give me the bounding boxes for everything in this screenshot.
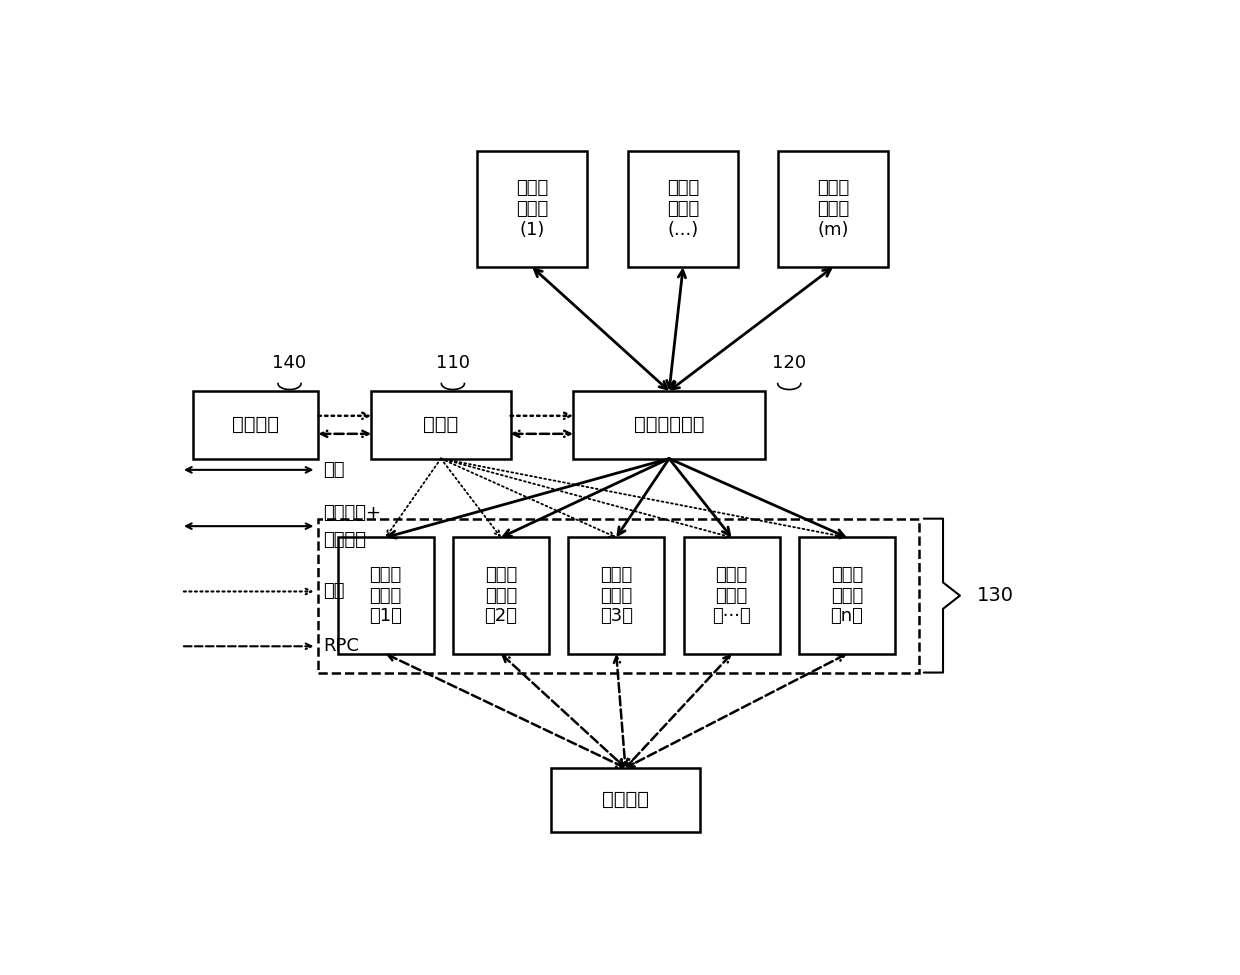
Text: 监控进程: 监控进程 [232,415,279,434]
Text: 140: 140 [273,354,306,372]
Text: 独立业
务进程
（n）: 独立业 务进程 （n） [831,566,863,625]
Text: 监控: 监控 [324,461,345,479]
Text: RPC: RPC [324,638,360,655]
Bar [337,537,434,654]
Bar [453,537,549,654]
Text: 共享资源: 共享资源 [601,791,649,809]
Text: 消息标识+: 消息标识+ [324,504,381,522]
Text: 业务分发进程: 业务分发进程 [634,415,704,434]
Bar [777,151,888,267]
Bar [551,768,699,832]
Bar [193,391,319,458]
Text: 独立业
务进程
（2）: 独立业 务进程 （2） [485,566,517,625]
Text: 上层调
用进程
(m): 上层调 用进程 (m) [817,179,849,239]
Text: 启动: 启动 [324,582,345,601]
Text: 主进程: 主进程 [423,415,459,434]
Bar [627,151,738,267]
Text: 独立业
务进程
（···）: 独立业 务进程 （···） [712,566,751,625]
Bar [683,537,780,654]
Text: 130: 130 [977,586,1013,605]
Bar [568,537,665,654]
Bar [799,537,895,654]
Text: 上层调
用进程
(1): 上层调 用进程 (1) [516,179,548,239]
Text: 120: 120 [773,354,806,372]
Text: 独立业
务进程
（3）: 独立业 务进程 （3） [600,566,632,625]
Text: 消息内容: 消息内容 [324,530,366,549]
Bar [371,391,511,458]
Text: 独立业
务进程
（1）: 独立业 务进程 （1） [370,566,402,625]
Bar [573,391,765,458]
Text: 上层调
用进程
(...): 上层调 用进程 (...) [667,179,699,239]
Bar [477,151,588,267]
Bar [319,519,919,673]
Text: 110: 110 [436,354,470,372]
